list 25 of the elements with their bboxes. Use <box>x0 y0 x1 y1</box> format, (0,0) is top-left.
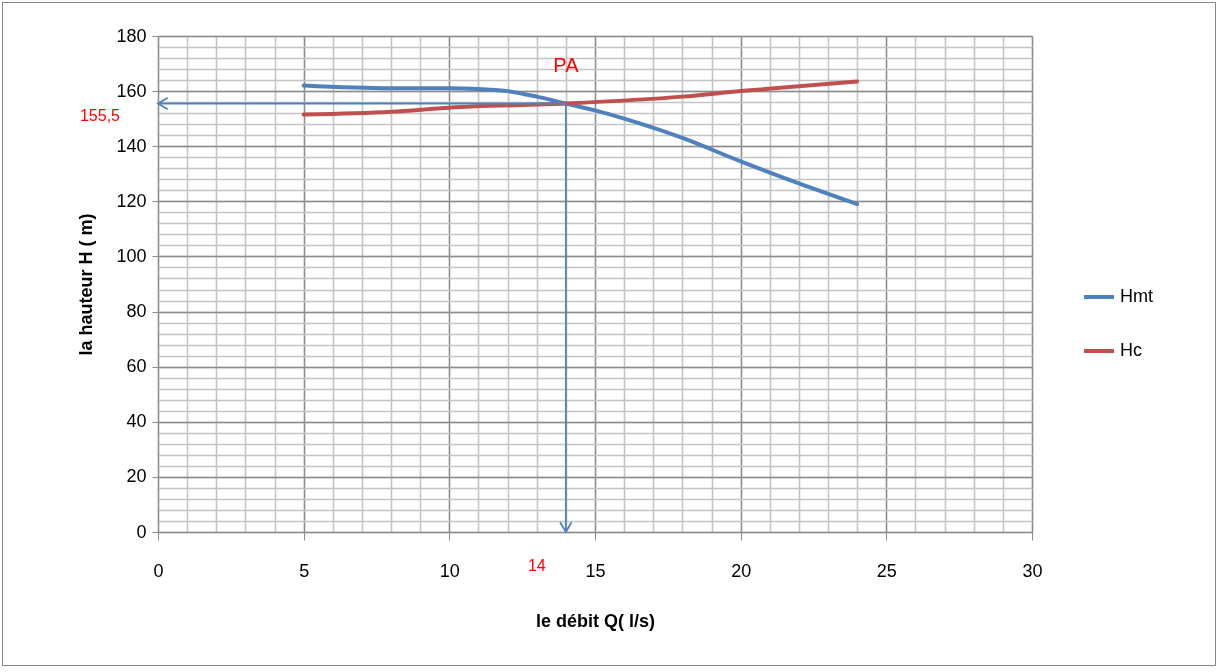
y-tick-label: 180 <box>116 25 147 46</box>
y-tick-label: 80 <box>126 301 147 322</box>
x-tick-label: 10 <box>439 560 460 581</box>
ref-line-label: 14 <box>527 557 546 574</box>
annotation: PA <box>553 53 580 76</box>
x-tick-label: 0 <box>153 560 164 581</box>
x-tick-label: 15 <box>585 560 606 581</box>
x-tick-label: 30 <box>1022 560 1043 581</box>
y-tick-label: 120 <box>116 190 147 211</box>
x-tick-label: 20 <box>731 560 752 581</box>
y-tick-label: 0 <box>136 521 147 542</box>
legend-label: Hmt <box>1120 286 1153 306</box>
x-tick-label: 25 <box>876 560 897 581</box>
y-tick-label: 20 <box>126 466 147 487</box>
y-tick-label: 40 <box>126 411 147 432</box>
x-axis-title: le débit Q( l/s) <box>535 610 656 631</box>
ref-line-label: 155,5 <box>79 106 121 124</box>
y-tick-label: 140 <box>116 135 147 156</box>
line-series <box>301 79 860 117</box>
legend-label: Hc <box>1120 340 1142 360</box>
y-tick-label: 160 <box>116 80 147 101</box>
x-tick-label: 5 <box>299 560 310 581</box>
y-axis-title: la hauteur H ( m) <box>76 213 97 356</box>
y-tick-label: 100 <box>116 245 147 266</box>
y-tick-label: 60 <box>126 356 147 377</box>
